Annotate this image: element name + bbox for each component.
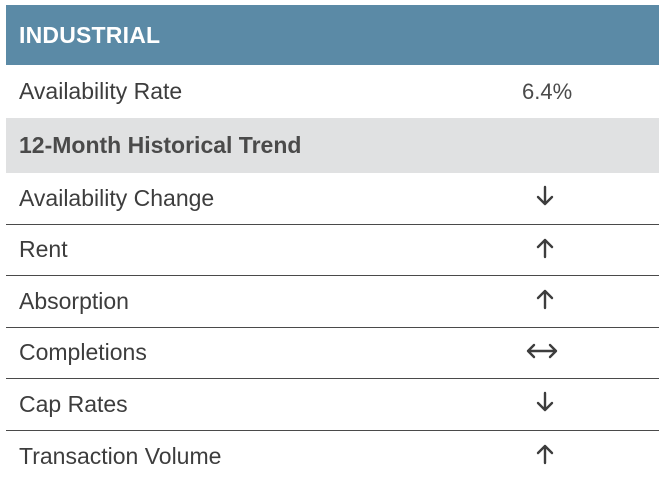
trend-row-cap-rates: Cap Rates: [6, 379, 659, 431]
trend-row-completions: Completions: [6, 328, 659, 379]
arrow-up-icon: [533, 287, 557, 311]
availability-rate-label: Availability Rate: [19, 78, 183, 104]
trend-label: Transaction Volume: [19, 442, 222, 469]
availability-rate-value: 6.4%: [522, 78, 573, 104]
arrow-down-icon: [533, 184, 557, 208]
trend-label: Rent: [19, 236, 68, 263]
arrow-up-icon: [533, 442, 557, 466]
arrow-up-icon: [533, 236, 557, 260]
section-title: 12-Month Historical Trend: [19, 132, 302, 158]
trend-label: Cap Rates: [19, 390, 128, 417]
table-title: INDUSTRIAL: [19, 21, 161, 48]
trend-label: Absorption: [19, 287, 129, 314]
trend-label: Availability Change: [19, 184, 215, 211]
arrow-down-icon: [533, 390, 557, 414]
section-heading: 12-Month Historical Trend: [6, 118, 659, 173]
trend-row-rent: Rent: [6, 225, 659, 276]
trend-row-absorption: Absorption: [6, 276, 659, 328]
trend-row-availability-change: Availability Change: [6, 173, 659, 225]
trend-row-transaction-volume: Transaction Volume: [6, 431, 659, 483]
industrial-table: INDUSTRIAL Availability Rate 6.4% 12-Mon…: [6, 5, 659, 482]
availability-rate-row: Availability Rate 6.4%: [6, 65, 659, 118]
table-header: INDUSTRIAL: [6, 5, 659, 65]
trend-label: Completions: [19, 339, 147, 366]
arrow-left-right-icon: [525, 339, 559, 363]
